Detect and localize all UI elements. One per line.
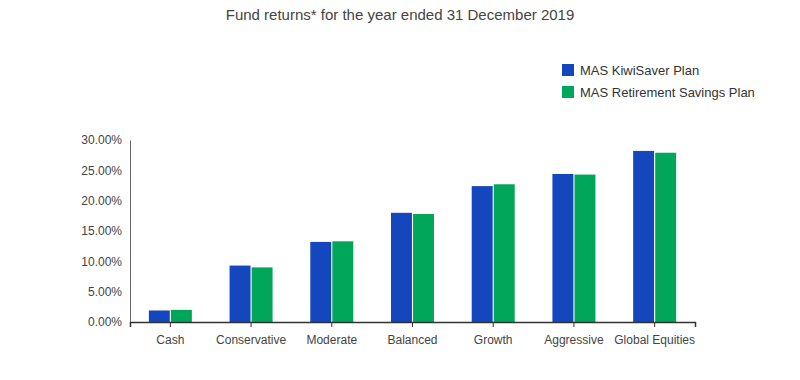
title: Fund returns* for the year ended 31 Dece… (226, 6, 575, 23)
bar (171, 310, 192, 322)
legend-label: MAS KiwiSaver Plan (580, 63, 699, 78)
x-tick-label: Cash (156, 333, 184, 347)
x-axis-line (131, 323, 696, 328)
bar (332, 241, 353, 322)
x-tick-label: Balanced (387, 333, 437, 347)
x-tick-label: Aggressive (544, 333, 604, 347)
bar (494, 184, 515, 322)
x-tick: Moderate (306, 322, 357, 347)
x-tick: Aggressive (544, 322, 604, 347)
x-tick: Balanced (387, 322, 437, 347)
y-tick: 15.00% (81, 224, 130, 238)
bars (149, 151, 676, 322)
y-tick: 20.00% (81, 194, 130, 208)
y-tick: 30.00% (81, 133, 130, 147)
x-axis: Cash Conservative Moderate Balanced Growth Ag… (131, 322, 696, 347)
x-tick-mark (251, 322, 252, 327)
y-tick-label: 25.00% (81, 164, 122, 178)
x-tick: Global Equities (614, 322, 695, 347)
legend-swatch (562, 86, 574, 98)
bar (149, 310, 170, 322)
x-tick-mark (170, 322, 171, 327)
plot: 0.00% 5.00% 10.00% 15.00% 20.00% 25.00% 30.00%… (81, 133, 695, 346)
x-tick-mark (573, 322, 574, 327)
x-tick-label: Growth (474, 333, 513, 347)
y-tick: 0.00% (88, 315, 130, 329)
chart: Fund returns* for the year ended 31 Dece… (0, 0, 800, 380)
x-tick: Conservative (216, 322, 286, 347)
legend-item: MAS Retirement Savings Plan (562, 85, 755, 100)
legend-label: MAS Retirement Savings Plan (580, 85, 755, 100)
x-tick-mark (493, 322, 494, 327)
bar (413, 214, 434, 322)
x-tick: Growth (474, 322, 513, 347)
y-tick-label: 5.00% (88, 285, 122, 299)
y-tick-label: 0.00% (88, 315, 122, 329)
bar (310, 242, 331, 322)
y-axis-line (130, 141, 131, 323)
bar (552, 174, 573, 322)
bar (633, 151, 654, 322)
bar (472, 186, 493, 322)
y-tick-label: 15.00% (81, 224, 122, 238)
bar (391, 213, 412, 322)
y-tick-label: 30.00% (81, 133, 122, 147)
bar (655, 153, 676, 322)
x-tick: Cash (156, 322, 184, 347)
x-tick-mark (654, 322, 655, 327)
x-tick-label: Conservative (216, 333, 286, 347)
bar (574, 175, 595, 322)
x-tick-label: Global Equities (614, 333, 695, 347)
y-axis: 0.00% 5.00% 10.00% 15.00% 20.00% 25.00% 30.00% (81, 133, 130, 329)
bar (252, 267, 273, 322)
bar (230, 266, 251, 322)
y-tick: 25.00% (81, 164, 130, 178)
y-tick: 10.00% (81, 255, 130, 269)
y-tick: 5.00% (88, 285, 130, 299)
x-tick-label: Moderate (306, 333, 357, 347)
x-tick-mark (331, 322, 332, 327)
legend: MAS KiwiSaver Plan MAS Retirement Savings… (562, 63, 755, 100)
x-tick-mark (412, 322, 413, 327)
y-tick-label: 10.00% (81, 255, 122, 269)
legend-item: MAS KiwiSaver Plan (562, 63, 699, 78)
legend-swatch (562, 64, 574, 76)
y-tick-label: 20.00% (81, 194, 122, 208)
